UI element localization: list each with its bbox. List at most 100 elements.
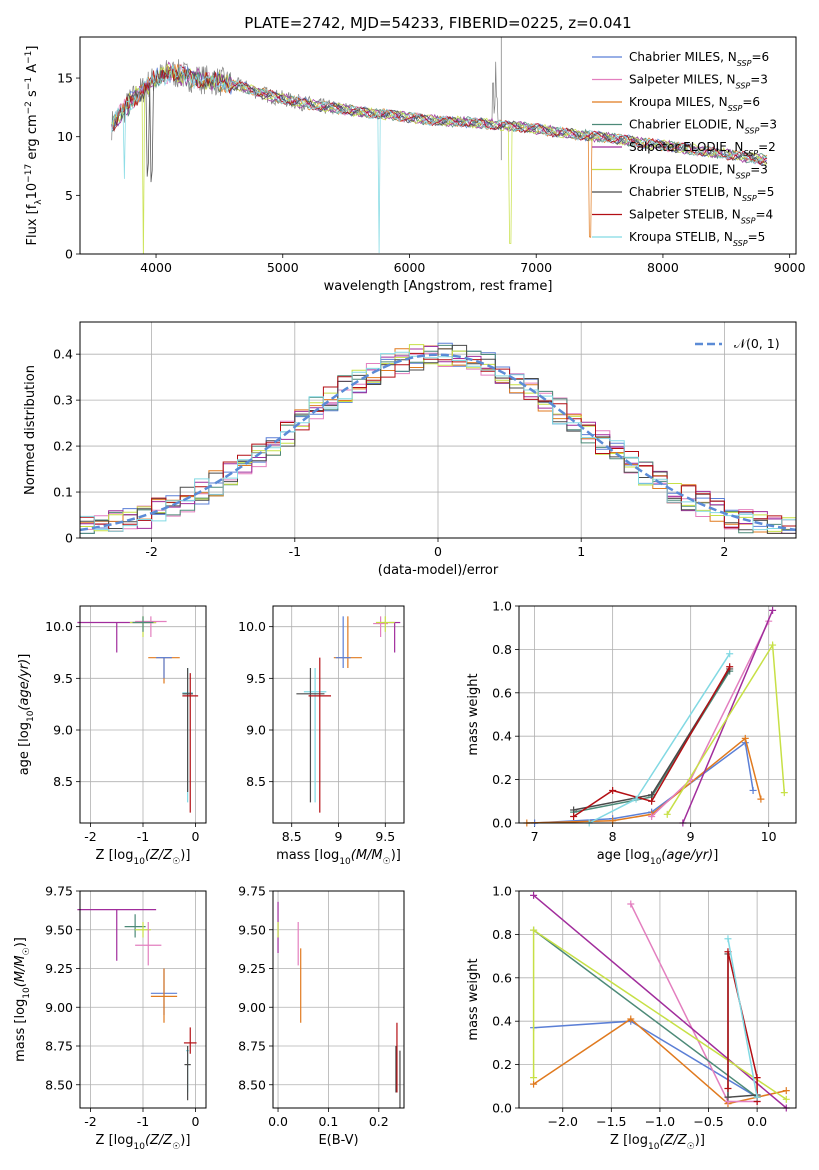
legend-text: Kroupa STELIB, N [629, 230, 733, 244]
figure-title: PLATE=2742, MJD=54233, FIBERID=0225, z=0… [244, 14, 631, 32]
y-axis-label-part: −17 [24, 164, 34, 183]
weight-point [530, 891, 538, 899]
y-axis-label-part: s [25, 90, 40, 101]
axes-frame [272, 890, 405, 1109]
legend-text: =3 [759, 118, 777, 132]
x-tick-label: 0.1 [318, 1114, 338, 1129]
x-tick-label: -1 [137, 1114, 149, 1129]
weight-point [753, 1074, 761, 1082]
weight-point [769, 606, 777, 614]
x-axis-label-part: ☉ [172, 1142, 180, 1152]
weight-point [609, 786, 617, 794]
weight-line-kroupa_stelib [727, 938, 758, 1098]
y-tick-label: 0.1 [53, 485, 73, 500]
y-tick-label: 9.25 [45, 961, 73, 976]
y-axis-label-part: A [25, 64, 40, 77]
x-axis-label-part: Z [log [610, 1133, 648, 1148]
y-tick-label: 10 [57, 129, 73, 144]
x-tick-label: 0 [434, 544, 442, 559]
weight-point [757, 795, 765, 803]
x-axis-label-part: Z [log [96, 1133, 134, 1148]
weight-point [530, 1080, 538, 1088]
weight-point [627, 900, 635, 908]
weight-point [749, 786, 757, 794]
y-axis-label-part: −2 [24, 101, 34, 114]
y-tick-label: 0.6 [492, 685, 512, 700]
axes-frame [79, 605, 207, 824]
x-axis-label: E(B-V) [318, 1133, 358, 1148]
x-axis-label-part: ☉ [687, 1142, 695, 1152]
legend-label: Chabrier STELIB, NSSP=5 [629, 185, 774, 203]
x-tick-label: −1.5 [596, 1114, 626, 1129]
y-tick-label: 0.2 [53, 439, 73, 454]
model-spectrum-chabrier_miles [111, 66, 768, 166]
y-tick-label: 1.0 [492, 599, 512, 614]
legend-sub: SSP [736, 81, 751, 90]
y-tick-label: 0.3 [53, 393, 73, 408]
x-tick-label: -1 [289, 544, 301, 559]
x-axis-label: mass [log10(M/M☉)] [276, 848, 401, 867]
age-vs-metallicity-axes: -2 -1 08.59.09.510.0Z [log10(Z/Z☉)]age [lo… [17, 605, 207, 867]
weight-point [570, 812, 578, 820]
legend-sub: SSP [743, 149, 758, 158]
x-tick-label: 9000 [774, 260, 806, 275]
x-axis-label: Z [log10(Z/Z☉)] [610, 1133, 705, 1152]
weight-line-salpeter_elodie [533, 894, 787, 1109]
weight-point [724, 935, 732, 943]
y-tick-label: 9.50 [45, 922, 73, 937]
legend-sub: SSP [728, 104, 743, 113]
x-axis-label-part: 10 [133, 1142, 145, 1152]
y-tick-label: 0.8 [492, 642, 512, 657]
legend-text: Kroupa MILES, N [629, 95, 728, 109]
x-tick-label: 2 [720, 544, 728, 559]
legend-text: =3 [750, 163, 768, 177]
x-axis-label-part: (age/yr) [661, 848, 713, 863]
legend-text: =5 [757, 185, 775, 199]
weight-point [632, 795, 640, 803]
legend-sub: SSP [733, 239, 748, 248]
legend-label: 𝒩(0, 1) [734, 336, 780, 351]
legend-text: Chabrier STELIB, N [629, 185, 742, 199]
x-axis-label: (data-model)/error [378, 563, 499, 578]
x-axis-label-part: 10 [133, 857, 145, 867]
x-axis-label-part: wavelength [Angstrom, rest frame] [324, 279, 553, 294]
x-tick-label: 8000 [647, 260, 679, 275]
y-tick-label: 5 [65, 188, 73, 203]
y-tick-label: 0.0 [492, 816, 512, 831]
x-axis-label-part: (Z/Z [145, 1133, 173, 1148]
y-tick-label: 8.75 [45, 1039, 73, 1054]
y-axis-label-part: 10 [22, 987, 32, 999]
y-axis-label-part: mass [log [13, 999, 28, 1062]
x-axis-label: Z [log10(Z/Z☉)] [96, 1133, 191, 1152]
axes-frame [272, 605, 405, 824]
mass-vs-metallicity-axes: -2 -1 08.508.759.009.259.509.75Z [log10(Z/… [13, 884, 207, 1152]
legend-text: Chabrier MILES, N [629, 50, 737, 64]
y-axis-label-part: Flux [f [25, 204, 40, 245]
x-axis-label-part: Z [log [96, 848, 134, 863]
axes-frame [518, 890, 797, 1109]
weight-point [726, 663, 734, 671]
weight-point [530, 1074, 538, 1082]
axes-frame [79, 890, 207, 1109]
legend-label: Salpeter STELIB, NSSP=4 [629, 208, 773, 226]
x-axis-label: wavelength [Angstrom, rest frame] [324, 279, 553, 294]
y-tick-label: 9.5 [246, 671, 266, 686]
x-tick-label: -2 [145, 544, 157, 559]
x-tick-label: 0 [192, 1114, 200, 1129]
y-axis-label-part: 10 [25, 183, 40, 200]
y-tick-label: 1.0 [492, 884, 512, 899]
x-tick-label: 0 [192, 829, 200, 844]
legend-label: Chabrier MILES, NSSP=6 [629, 50, 769, 68]
y-tick-label: 0.6 [492, 970, 512, 985]
residual-plot-area [80, 342, 796, 534]
x-tick-label: 0.0 [268, 1114, 288, 1129]
y-tick-label: 8.75 [238, 1039, 266, 1054]
y-axis-label-part: mass weight [466, 673, 481, 755]
y-tick-label: 10.0 [45, 619, 73, 634]
legend-label: Kroupa ELODIE, NSSP=3 [629, 163, 768, 181]
legend-text: Salpeter ELODIE, N [629, 140, 743, 154]
x-tick-label: 7 [531, 829, 539, 844]
legend-text: =6 [751, 50, 769, 64]
y-tick-label: 0 [65, 247, 73, 262]
weight-point [663, 810, 671, 818]
